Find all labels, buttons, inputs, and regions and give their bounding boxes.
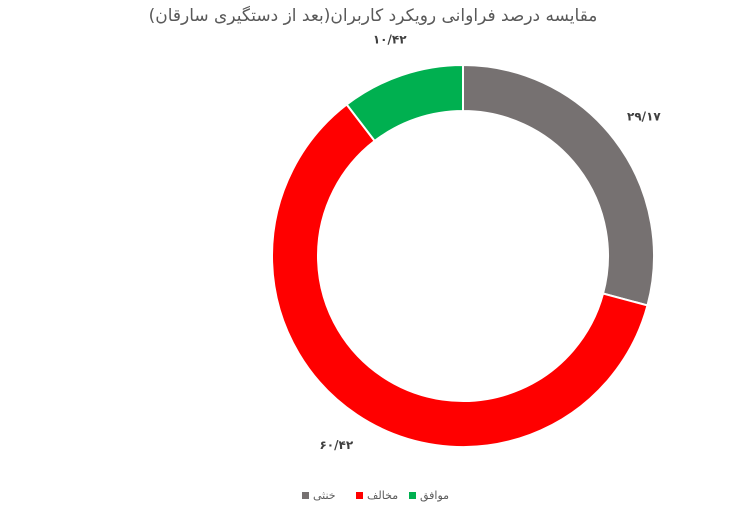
data-labels: ۲۹/۱۷ ۶۰/۴۲ ۱۰/۴۲	[319, 33, 661, 452]
legend-label: خنثی	[313, 489, 336, 502]
legend-label: مخالف	[367, 489, 398, 502]
legend-item: موافق	[409, 489, 449, 503]
legend-swatch	[409, 492, 416, 499]
legend-item: خنثی	[302, 489, 336, 502]
doughnut-slices	[271, 63, 655, 448]
legend-swatch	[302, 492, 309, 499]
data-label: ۱۰/۴۲	[373, 33, 407, 47]
legend-swatch	[356, 492, 363, 499]
doughnut-slice	[462, 63, 655, 307]
doughnut-slice	[345, 63, 464, 143]
chart-title: مقایسه درصد فراوانی رویکرد کاربران(بعد ا…	[149, 5, 598, 26]
data-label: ۲۹/۱۷	[627, 110, 661, 124]
legend-item: مخالف	[356, 489, 398, 502]
legend-label: موافق	[420, 489, 449, 503]
doughnut-slice	[271, 103, 649, 448]
data-label: ۶۰/۴۲	[319, 438, 353, 452]
legend: خنثی مخالف موافق	[302, 489, 449, 503]
